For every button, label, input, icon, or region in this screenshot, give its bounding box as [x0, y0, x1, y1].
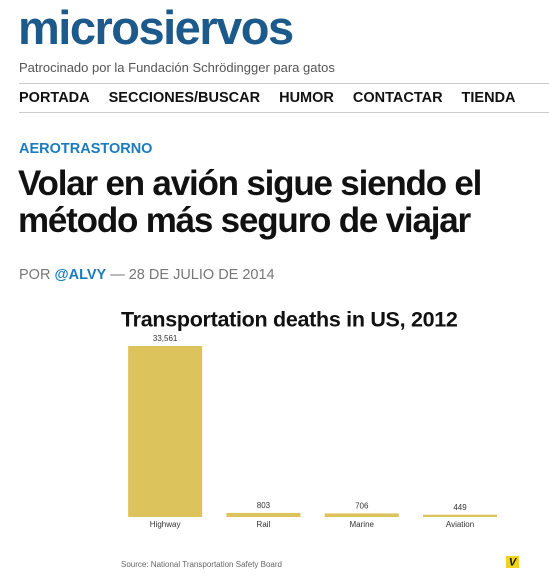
- site-logo[interactable]: microsiervos: [18, 1, 294, 54]
- x-tick-label: Rail: [257, 520, 271, 529]
- badge: V: [509, 556, 518, 568]
- bar: [324, 513, 399, 517]
- byline-prefix: POR: [19, 267, 51, 283]
- data-label: 706: [355, 502, 369, 511]
- author[interactable]: @ALVY: [54, 267, 107, 283]
- category[interactable]: AEROTRASTORNO: [19, 141, 153, 157]
- badge-bg: [506, 556, 519, 568]
- bar: [423, 514, 498, 517]
- chart-source: Source: National Transportation Safety B…: [121, 560, 282, 569]
- data-label: 33,561: [153, 334, 178, 343]
- nav-link[interactable]: SECCIONES/BUSCAR: [108, 90, 261, 106]
- byline: POR @ALVY — 28 DE JULIO DE 2014: [19, 267, 275, 283]
- nav-link[interactable]: PORTADA: [19, 90, 90, 106]
- divider: [19, 83, 549, 84]
- nav: PORTADA SECCIONES/BUSCAR HUMOR CONTACTAR…: [19, 90, 516, 106]
- nav-link[interactable]: CONTACTAR: [352, 90, 443, 106]
- data-label: 449: [453, 503, 467, 512]
- x-tick-label: Highway: [150, 520, 181, 529]
- data-label: 803: [257, 501, 271, 510]
- bar: [226, 512, 301, 517]
- divider: [19, 112, 549, 113]
- bar: [128, 346, 203, 517]
- x-tick-label: Marine: [350, 520, 375, 529]
- article-title: método más seguro de viajar: [18, 201, 471, 240]
- nav-link[interactable]: HUMOR: [279, 90, 334, 106]
- nav-link[interactable]: TIENDA: [461, 90, 516, 106]
- x-tick-label: Aviation: [446, 520, 474, 529]
- chart-title: Transportation deaths in US, 2012: [121, 308, 458, 332]
- date: — 28 DE JULIO DE 2014: [110, 267, 275, 283]
- article-title: Volar en avión sigue siendo el: [18, 164, 482, 203]
- tagline: Patrocinado por la Fundación Schrödingge…: [19, 60, 335, 75]
